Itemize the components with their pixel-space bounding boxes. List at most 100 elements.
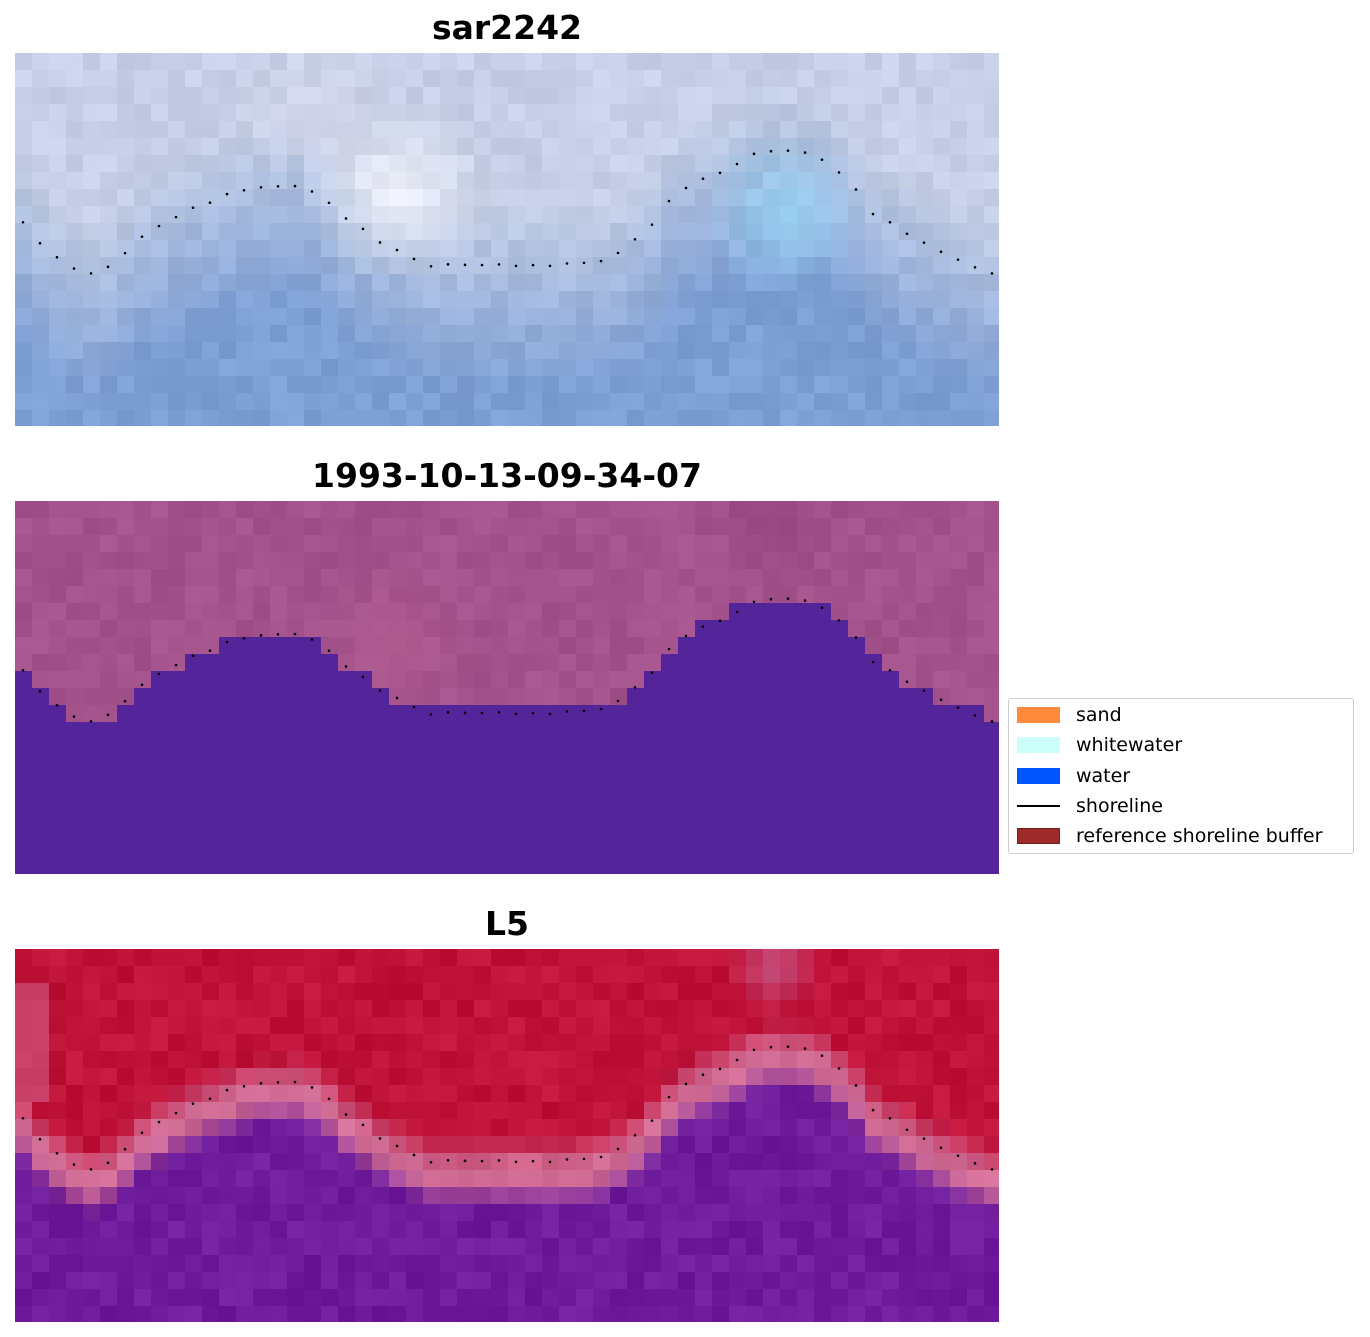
sar-pixel [287,359,304,376]
sar-pixel [525,104,542,121]
class-pixel [474,756,491,773]
class-pixel [287,671,304,688]
sar-pixel [440,410,457,426]
prob-pixel [304,949,321,966]
prob-pixel [610,1289,627,1306]
class-pixel [134,637,151,654]
class-pixel [797,552,814,569]
prob-pixel [831,1119,848,1136]
prob-pixel [32,1102,49,1119]
class-pixel [644,705,661,722]
prob-pixel [389,1272,406,1289]
prob-pixel [950,983,967,1000]
prob-pixel [678,1136,695,1153]
probability-image [15,949,999,1322]
class-pixel [848,671,865,688]
prob-pixel [661,949,678,966]
prob-pixel [797,1017,814,1034]
class-pixel [542,790,559,807]
sar-pixel [185,291,202,308]
class-pixel [304,756,321,773]
sar-pixel [644,274,661,291]
class-pixel [916,773,933,790]
prob-pixel [355,1289,372,1306]
sar-pixel [559,274,576,291]
class-pixel [372,858,389,874]
sar-pixel [338,410,355,426]
prob-pixel [916,1017,933,1034]
prob-pixel [168,1187,185,1204]
shoreline-dot [854,636,858,639]
prob-pixel [253,1272,270,1289]
class-pixel [219,535,236,552]
sar-pixel [66,172,83,189]
prob-pixel [474,1170,491,1187]
prob-pixel [321,1238,338,1255]
class-pixel [865,637,882,654]
sar-pixel [797,223,814,240]
prob-pixel [202,1221,219,1238]
class-pixel [950,518,967,535]
prob-pixel [423,1000,440,1017]
class-pixel [202,620,219,637]
sar-pixel [287,393,304,410]
class-pixel [474,790,491,807]
prob-pixel [491,1204,508,1221]
class-pixel [117,705,134,722]
class-pixel [848,603,865,620]
prob-pixel [236,1136,253,1153]
sar-pixel [219,87,236,104]
class-pixel [797,824,814,841]
sar-pixel [151,172,168,189]
class-pixel [797,841,814,858]
sar-pixel [389,410,406,426]
sar-pixel [355,257,372,274]
prob-pixel [389,1051,406,1068]
prob-pixel [746,1289,763,1306]
sar-pixel [763,274,780,291]
prob-pixel [372,1068,389,1085]
class-pixel [236,620,253,637]
class-pixel [967,688,984,705]
class-pixel [66,603,83,620]
prob-pixel [882,1034,899,1051]
sar-pixel [219,155,236,172]
prob-pixel [253,1170,270,1187]
class-pixel [797,586,814,603]
class-pixel [117,586,134,603]
class-pixel [899,603,916,620]
class-pixel [678,858,695,874]
sar-pixel [474,393,491,410]
sar-pixel [304,70,321,87]
class-pixel [746,586,763,603]
class-pixel [610,841,627,858]
class-pixel [508,671,525,688]
class-pixel [644,841,661,858]
sar-pixel [542,308,559,325]
sar-pixel [15,121,32,138]
sar-pixel [763,257,780,274]
prob-pixel [695,1017,712,1034]
class-pixel [423,552,440,569]
prob-pixel [66,1085,83,1102]
class-pixel [304,841,321,858]
prob-pixel [610,1306,627,1322]
class-pixel [814,807,831,824]
prob-pixel [253,1238,270,1255]
prob-pixel [865,983,882,1000]
prob-pixel [678,1255,695,1272]
sar-pixel [440,138,457,155]
prob-pixel [814,949,831,966]
class-pixel [746,841,763,858]
prob-pixel [882,949,899,966]
sar-pixel [559,172,576,189]
prob-pixel [151,1255,168,1272]
prob-pixel [576,1119,593,1136]
class-pixel [593,756,610,773]
prob-pixel [559,1034,576,1051]
sar-pixel [440,53,457,70]
shoreline-dot [769,149,773,153]
class-pixel [797,739,814,756]
class-pixel [83,603,100,620]
sar-pixel [49,53,66,70]
